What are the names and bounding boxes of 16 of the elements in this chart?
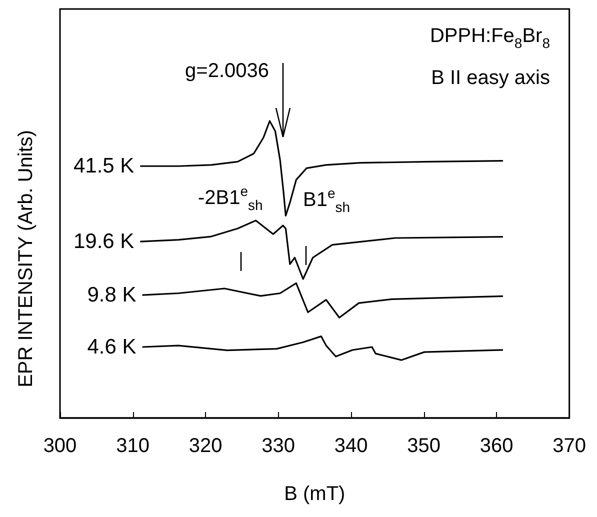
series-label: 9.8 K — [87, 284, 136, 307]
x-tick-label: 320 — [188, 435, 222, 457]
series-label: 41.5 K — [73, 154, 134, 178]
x-tick-label: 360 — [480, 435, 514, 457]
text: B II easy axis — [431, 67, 550, 89]
x-tick-label: 370 — [552, 435, 586, 457]
text: g=2.0036 — [185, 60, 269, 82]
series-label: 19.6 K — [73, 230, 134, 254]
y-axis-title: EPR INTENSITY (Arb. Units) — [15, 130, 37, 388]
x-tick-label: 340 — [334, 435, 368, 457]
x-tick-label: 330 — [262, 435, 295, 457]
x-axis-title: B (mT) — [284, 483, 346, 505]
x-tick-label: 310 — [116, 435, 150, 457]
x-tick-label: 300 — [43, 435, 77, 457]
series-label: 4.6 K — [87, 336, 136, 359]
x-tick-label: 350 — [407, 435, 440, 457]
